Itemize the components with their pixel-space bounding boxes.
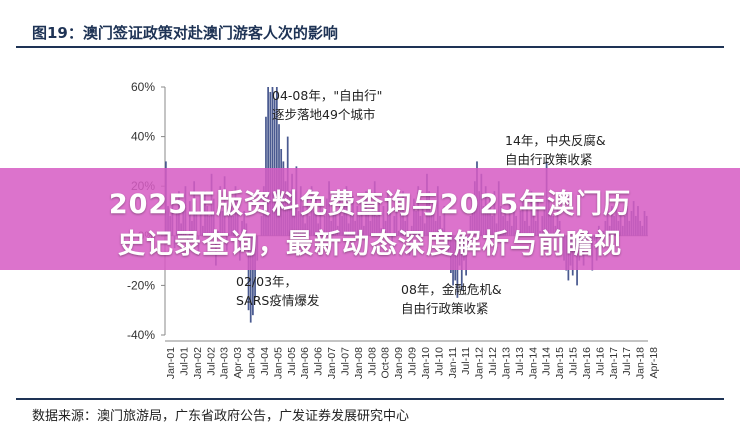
bar <box>273 99 276 236</box>
bar <box>269 91 272 236</box>
x-tick-label: Jan-01 <box>165 347 177 379</box>
x-tick-label: Jan-04 <box>246 347 258 379</box>
x-tick-label: Oct-08 <box>380 347 392 379</box>
x-tick-label: Jul-12 <box>487 347 499 376</box>
bar <box>249 235 252 323</box>
title-rule <box>16 46 724 48</box>
annotation-1: 04-08年，"自由行"逐步落地49个城市 <box>272 88 382 122</box>
x-tick-label: Jul-10 <box>433 347 445 376</box>
x-tick-label: Jul-13 <box>514 347 526 376</box>
y-tick-label: 60% <box>131 80 155 94</box>
x-tick-label: Jul-05 <box>286 347 298 376</box>
x-tick-label: Jul-06 <box>313 347 325 376</box>
x-tick-label: Jan-18 <box>635 347 647 379</box>
banner-line-2: 史记录查询，最新动态深度解析与前瞻视 <box>118 229 622 260</box>
x-tick-label: Jan-08 <box>353 347 365 379</box>
x-tick-label: Jul-04 <box>259 347 271 376</box>
x-tick-label: Jul-15 <box>568 347 580 376</box>
y-tick-label: -20% <box>127 278 155 292</box>
x-tick-label: Jan-16 <box>581 347 593 379</box>
x-tick-label: Apr-03 <box>232 347 244 379</box>
figure-title: 图19：澳门签证政策对赴澳门游客人次的影响 <box>32 24 338 42</box>
bar <box>275 87 278 236</box>
source-note: 数据来源：澳门旅游局，广东省政府公告，广发证券发展研究中心 <box>32 409 410 424</box>
x-axis-ticks: Jan-01 Jul-01 Jan-02 Jul-02 Jan-03 Apr-03 Jan-… <box>165 347 660 379</box>
bar <box>271 87 274 236</box>
x-tick-label: Jul-11 <box>460 347 472 375</box>
x-tick-label: Jan-09 <box>393 347 405 379</box>
x-tick-label: Jul-14 <box>541 347 553 376</box>
x-tick-label: Jul-16 <box>594 347 606 376</box>
annotation-2: 02/03年， SARS疫情爆发 <box>236 274 320 308</box>
x-tick-label: Jul-02 <box>205 347 217 376</box>
x-tick-label: Jan-12 <box>474 347 486 379</box>
overlay-banner: 2025正版资料免费查询与2025年澳门历 史记录查询，最新动态深度解析与前瞻视 <box>0 168 740 270</box>
bar <box>267 87 269 236</box>
annotation-4: 14年，中央反腐&自由行政策收紧 <box>505 133 606 167</box>
x-tick-label: Jul-08 <box>366 347 378 376</box>
x-tick-label: Jul-01 <box>178 347 190 376</box>
chart-annotations: 04-08年，"自由行"逐步落地49个城市 02/03年， SARS疫情爆发 08年，… <box>236 88 606 316</box>
x-tick-label: Apr-18 <box>648 347 660 379</box>
x-tick-label: Jan-03 <box>219 347 231 379</box>
x-tick-label: Jul-07 <box>339 347 351 376</box>
bar <box>252 235 254 316</box>
x-tick-label: Jul-17 <box>621 347 633 376</box>
x-tick-label: Jan-10 <box>420 347 432 379</box>
x-tick-label: Jan-14 <box>527 347 539 379</box>
x-tick-label: Jan-05 <box>272 347 284 379</box>
y-tick-label: 40% <box>131 130 155 144</box>
x-tick-label: Jan-13 <box>500 347 512 379</box>
x-tick-label: Jan-06 <box>299 347 311 379</box>
x-tick-label: Jan-02 <box>192 347 204 379</box>
x-tick-label: Jan-15 <box>554 347 566 379</box>
x-tick-label: Jul-09 <box>407 347 419 376</box>
x-tick-label: Jan-07 <box>326 347 338 379</box>
annotation-3: 08年，金融危机&自由行政策收紧 <box>401 282 502 316</box>
y-tick-label: -40% <box>127 328 155 342</box>
x-tick-label: Jan-11 <box>447 347 459 378</box>
banner-line-1: 2025正版资料免费查询与2025年澳门历 <box>108 189 632 220</box>
x-tick-label: Jan-17 <box>608 347 620 379</box>
source-rule <box>16 398 724 400</box>
bar <box>247 235 250 311</box>
